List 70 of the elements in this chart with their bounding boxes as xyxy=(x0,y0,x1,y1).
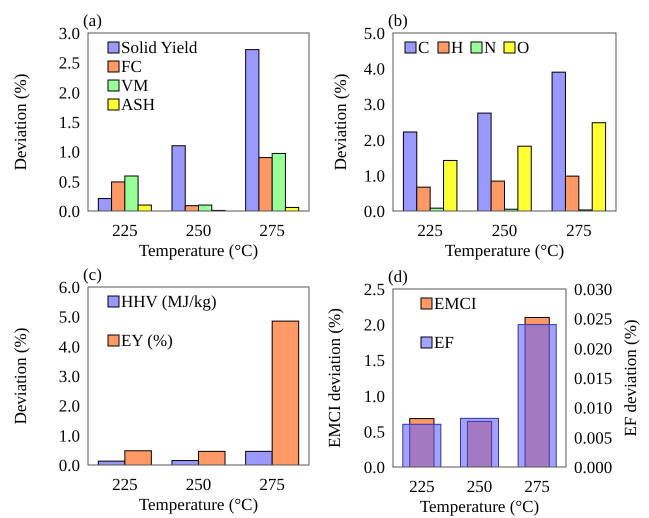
y2-tick-label: 0.005 xyxy=(574,428,612,448)
y2-tick-label: 0.010 xyxy=(574,398,612,418)
y-tick-label: 1.0 xyxy=(364,166,385,186)
y-tick-label: 2.5 xyxy=(58,54,80,73)
chart-title: (b) xyxy=(388,11,408,30)
x-tick-label: 225 xyxy=(417,221,443,240)
legend-label: HHV (MJ/kg) xyxy=(121,292,217,311)
y-tick-label: 3.0 xyxy=(364,95,385,114)
y-axis-title: Deviation (%) xyxy=(331,74,350,170)
y-axis-title: EMCI deviation (%) xyxy=(325,308,344,448)
legend-label: H xyxy=(451,38,464,57)
legend-label: O xyxy=(517,38,530,57)
x-axis-title: Temperature (°C) xyxy=(138,495,258,514)
y-tick-label: 4.0 xyxy=(58,337,80,356)
y-tick-label: 0.0 xyxy=(364,202,385,221)
x-tick-label: 225 xyxy=(112,475,138,494)
y-tick-label: 6.0 xyxy=(58,278,80,297)
y-tick-label: 1.0 xyxy=(364,386,385,406)
x-tick-label: 250 xyxy=(186,475,212,494)
x-tick-label: 225 xyxy=(409,477,435,496)
y2-tick-label: 0.020 xyxy=(574,339,612,358)
y2-tick-label: 0.030 xyxy=(574,280,612,299)
y-tick-label: 0.5 xyxy=(364,422,385,442)
chart-title: (c) xyxy=(83,265,102,284)
y2-tick-label: 0.025 xyxy=(574,310,612,329)
chart-title: (a) xyxy=(83,11,102,30)
y-tick-label: 1.5 xyxy=(364,351,385,370)
legend-label: VM xyxy=(121,76,148,95)
legend-label: FC xyxy=(121,57,142,76)
y-tick-label: 4.0 xyxy=(364,60,385,79)
legend-label: EMCI xyxy=(434,294,477,313)
x-tick-label: 275 xyxy=(566,221,592,240)
y2-tick-label: 0.015 xyxy=(574,368,612,388)
x-axis-title: Temperature (°C) xyxy=(444,241,564,260)
legend-label: EF xyxy=(434,333,454,352)
legend-label: N xyxy=(484,38,496,57)
y-axis-title: Deviation (%) xyxy=(11,74,30,170)
y-tick-label: 1.5 xyxy=(58,112,80,132)
y-tick-label: 1.0 xyxy=(58,142,80,162)
y-tick-label: 2.0 xyxy=(364,316,385,335)
y-tick-label: 0.5 xyxy=(58,172,80,192)
x-tick-label: 275 xyxy=(524,477,550,496)
y-tick-label: 2.0 xyxy=(364,130,385,150)
x-tick-label: 275 xyxy=(259,221,285,240)
legend-label: ASH xyxy=(121,95,156,114)
y-tick-label: 5.0 xyxy=(58,308,80,327)
x-axis-title: Temperature (°C) xyxy=(138,241,258,260)
legend-label: Solid Yield xyxy=(121,38,198,57)
x-tick-label: 250 xyxy=(466,477,492,496)
y-tick-label: 5.0 xyxy=(364,24,385,43)
y2-axis-title: EF deviation (%) xyxy=(621,319,640,437)
x-tick-label: 250 xyxy=(492,221,518,240)
x-axis-title: Temperature (°C) xyxy=(420,497,540,516)
y-tick-label: 0.0 xyxy=(364,458,385,477)
y2-tick-label: 0.000 xyxy=(574,458,612,477)
y-tick-label: 2.0 xyxy=(58,396,80,416)
chart-title: (d) xyxy=(388,267,408,286)
y-tick-label: 3.0 xyxy=(58,366,80,386)
legend-label: EY (%) xyxy=(121,331,173,350)
x-tick-label: 225 xyxy=(112,221,138,240)
y-tick-label: 3.0 xyxy=(58,24,80,43)
x-tick-label: 250 xyxy=(186,221,212,240)
y-tick-label: 0.0 xyxy=(58,456,80,475)
x-tick-label: 275 xyxy=(259,475,285,494)
y-tick-label: 2.0 xyxy=(58,83,80,102)
legend-label: C xyxy=(418,38,430,57)
y-tick-label: 0.0 xyxy=(58,202,80,221)
y-tick-label: 1.0 xyxy=(58,426,80,446)
y-tick-label: 2.5 xyxy=(364,280,385,299)
y-axis-title: Deviation (%) xyxy=(11,328,30,424)
